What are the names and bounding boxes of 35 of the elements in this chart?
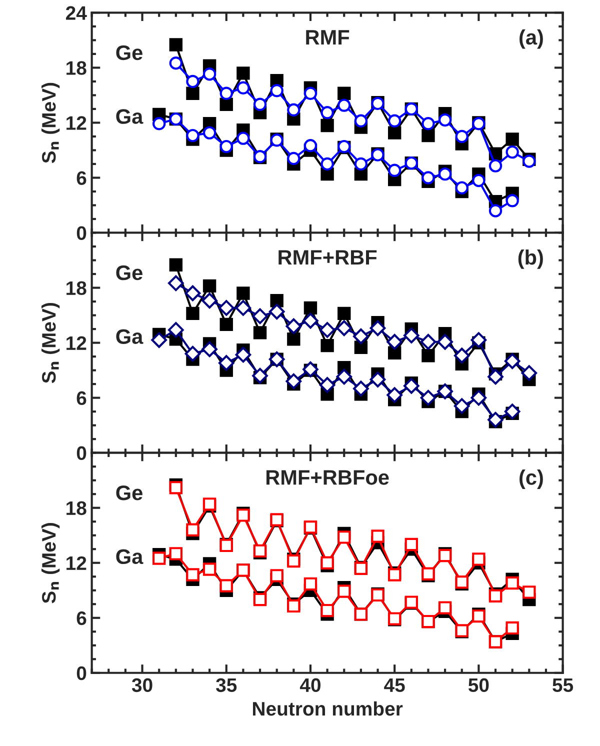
y-axis-title: S$_{n}$ (MeV) bbox=[41, 302, 60, 384]
annotation: Ga bbox=[116, 329, 144, 344]
x-tick-label: 35 bbox=[216, 678, 237, 692]
y-tick-label: 6 bbox=[76, 391, 86, 406]
x-tick-label: 40 bbox=[300, 678, 320, 692]
y-tick-label: 18 bbox=[66, 61, 86, 75]
x-tick-label: 50 bbox=[468, 678, 489, 692]
y-tick-label: 12 bbox=[66, 336, 86, 350]
y-tick-label: 12 bbox=[66, 116, 86, 130]
annotation: Ge bbox=[116, 265, 142, 280]
annotation: Ge bbox=[116, 485, 142, 500]
y-axis-title: S$_{n}$ (MeV) bbox=[41, 82, 60, 164]
y-tick-label: 6 bbox=[76, 611, 86, 626]
annotation: (b) bbox=[518, 249, 543, 269]
annotation: (a) bbox=[520, 29, 543, 49]
x-tick-label: 45 bbox=[384, 678, 405, 692]
x-tick-label: 55 bbox=[552, 678, 574, 692]
annotation: RMF bbox=[306, 30, 350, 44]
y-tick-label: 0 bbox=[76, 226, 86, 240]
annotation: RMF+RBFoe bbox=[266, 470, 389, 485]
annotation: Ge bbox=[116, 45, 142, 60]
y-tick-label: 18 bbox=[66, 281, 86, 296]
y-tick-label: 0 bbox=[76, 446, 86, 460]
annotation: Ga bbox=[116, 109, 144, 124]
y-tick-label: 24 bbox=[66, 6, 87, 20]
y-tick-label: 12 bbox=[66, 556, 86, 570]
x-tick-label: 30 bbox=[132, 678, 152, 692]
annotation: RMF+RBF bbox=[278, 250, 377, 265]
x-axis-title: Neutron number bbox=[252, 701, 403, 716]
y-tick-label: 18 bbox=[66, 501, 86, 516]
y-axis-title: S$_{n}$ (MeV) bbox=[41, 523, 60, 604]
y-tick-label: 0 bbox=[76, 666, 86, 680]
annotation: Ga bbox=[116, 549, 144, 564]
annotation: (c) bbox=[520, 470, 543, 489]
y-tick-label: 6 bbox=[76, 171, 86, 185]
